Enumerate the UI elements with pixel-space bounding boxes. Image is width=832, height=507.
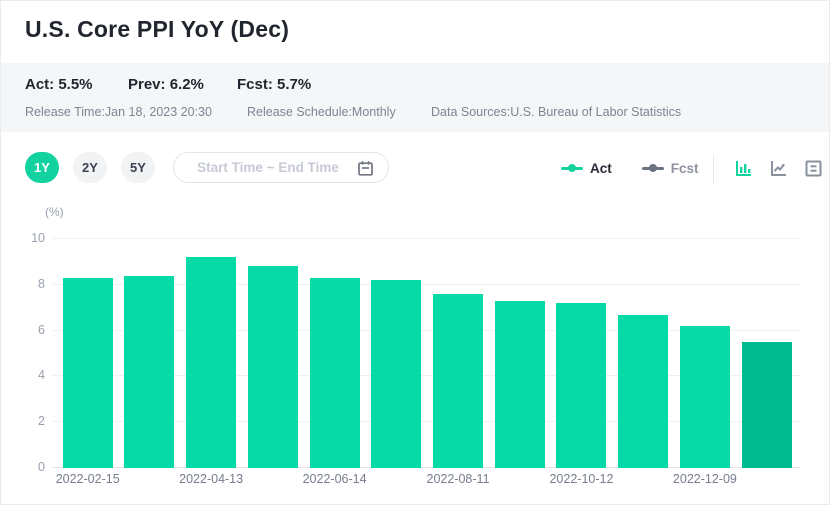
x-tick-label: 2022-06-14 (302, 472, 367, 486)
gridline (53, 467, 801, 468)
bar[interactable] (309, 277, 360, 468)
y-tick-label: 2 (38, 414, 45, 429)
bar[interactable] (62, 277, 113, 468)
release-time: Release Time:Jan 18, 2023 20:30 (25, 105, 212, 119)
x-tick-label: 2022-02-15 (55, 472, 120, 486)
gridline (53, 375, 801, 377)
date-range-input[interactable] (174, 153, 388, 182)
y-tick-label: 0 (38, 460, 45, 474)
x-tick-label: 2022-10-12 (549, 472, 614, 486)
y-tick-label: 10 (31, 231, 45, 245)
x-tick-label: 2022-08-11 (426, 472, 490, 486)
previous-value: Prev: 6.2% (128, 76, 204, 93)
legend-item-act[interactable]: Act (561, 161, 612, 176)
actual-value: Act: 5.5% (25, 76, 93, 93)
fcst-series-marker (641, 164, 664, 172)
summary-band: Act: 5.5% Prev: 6.2% Fcst: 5.7% Release … (1, 63, 829, 132)
y-axis: 0 2 4 6 8 10 (1, 231, 45, 474)
bar[interactable] (247, 266, 298, 468)
legend-item-fcst[interactable]: Fcst (641, 160, 699, 176)
date-range-picker[interactable] (173, 152, 389, 183)
data-sources: Data Sources:U.S. Bureau of Labor Statis… (431, 105, 682, 119)
release-schedule: Release Schedule:Monthly (247, 105, 396, 119)
toolbar-divider (713, 155, 714, 184)
plot-area (53, 238, 801, 468)
bar[interactable] (186, 257, 237, 468)
gridline (53, 421, 801, 423)
range-button-5y[interactable]: 5Y (121, 152, 155, 183)
bar[interactable] (618, 314, 669, 468)
x-axis: 2022-02-15 2022-04-13 2022-06-14 2022-08-11… (53, 472, 801, 490)
forecast-value: Fcst: 5.7% (237, 76, 312, 93)
y-axis-unit-label: (%) (45, 205, 64, 219)
line-chart-icon[interactable] (769, 159, 788, 178)
y-tick-label: 6 (38, 322, 45, 337)
range-button-1y[interactable]: 1Y (25, 152, 59, 183)
y-tick-label: 8 (38, 276, 45, 291)
act-series-marker (561, 164, 583, 172)
bar[interactable] (433, 293, 484, 468)
legend-fcst-label: Fcst (670, 160, 699, 176)
data-table-icon[interactable] (804, 159, 823, 178)
bar[interactable] (371, 280, 422, 468)
gridline (53, 283, 801, 285)
y-tick-label: 4 (38, 368, 45, 383)
calendar-icon[interactable] (357, 160, 374, 177)
view-mode-switcher (734, 159, 823, 178)
bar[interactable] (124, 275, 175, 468)
range-button-2y[interactable]: 2Y (73, 152, 107, 183)
bar[interactable] (556, 303, 607, 468)
x-tick-label: 2022-12-09 (672, 472, 737, 486)
gridline (53, 238, 801, 239)
bar-chart-icon[interactable] (734, 159, 753, 178)
page-title: U.S. Core PPI YoY (Dec) (25, 16, 290, 42)
bar[interactable] (494, 300, 545, 468)
x-tick-label: 2022-04-13 (179, 472, 244, 486)
gridline (53, 329, 801, 331)
chart-legend: Act Fcst (561, 156, 699, 180)
bar[interactable] (679, 326, 730, 468)
bar[interactable] (741, 342, 792, 468)
legend-act-label: Act (590, 160, 612, 176)
